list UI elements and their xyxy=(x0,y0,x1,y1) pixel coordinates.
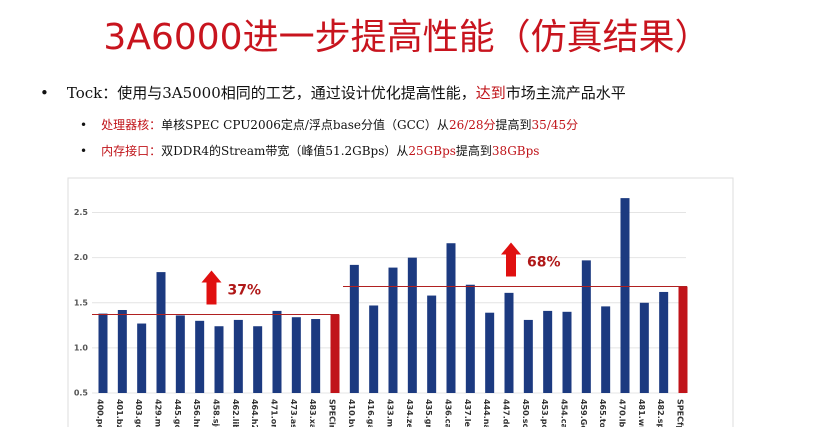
bullet-text: 处理器核： xyxy=(101,118,162,132)
x-tick-label: SPECfp xyxy=(676,399,685,427)
x-tick-label: 401.bzi xyxy=(115,399,124,427)
bar xyxy=(369,305,379,393)
bar xyxy=(349,264,359,393)
bar xyxy=(388,267,398,393)
bullet-marker: • xyxy=(40,84,49,102)
bullet-marker: • xyxy=(80,144,88,158)
bar xyxy=(253,326,263,393)
bar xyxy=(523,319,533,393)
bar xyxy=(620,198,630,393)
x-tick-label: 462.lib xyxy=(231,399,240,427)
arrow xyxy=(201,270,222,305)
bar xyxy=(137,323,147,393)
x-tick-label: 436.ca xyxy=(444,399,453,427)
bar xyxy=(156,272,166,393)
y-tick-label: 1.0 xyxy=(74,343,89,352)
bar xyxy=(543,310,553,393)
annotation: 37% xyxy=(228,283,262,299)
x-tick-label: 433.mi xyxy=(386,399,395,427)
x-tick-label: 473.ast xyxy=(289,399,298,427)
x-tick-label: 465.to xyxy=(598,399,607,427)
bullet-text: 38GBps xyxy=(491,144,540,158)
x-tick-label: 434.ze xyxy=(405,399,414,427)
slide-title: 3A6000进一步提高性能（仿真结果） xyxy=(103,17,711,58)
x-tick-label: 445.go xyxy=(173,399,182,427)
bullet-text: 提高到 xyxy=(455,144,492,158)
bar xyxy=(272,310,282,393)
bullet-marker: • xyxy=(80,118,88,132)
x-tick-label: 435.gr xyxy=(424,399,433,427)
bullet-text: 26/28分 xyxy=(448,118,496,132)
bullet-text: 单核SPEC CPU2006定点/浮点base分值（GCC）从 xyxy=(161,118,449,132)
y-tick-label: 1.5 xyxy=(74,298,89,307)
x-tick-label: 447.de xyxy=(502,399,511,427)
x-tick-label: 416.ga xyxy=(366,399,375,427)
y-tick-label: 0.5 xyxy=(74,389,89,398)
x-tick-label: 450.so xyxy=(521,399,530,427)
bar xyxy=(504,292,514,393)
bullet-text: 35/45分 xyxy=(531,118,579,132)
bullet: • Tock：使用与3A5000相同的工艺，通过设计优化提高性能，达到市场主流产品… xyxy=(40,82,626,103)
bar xyxy=(427,295,437,393)
x-tick-label: SPECin xyxy=(328,399,337,427)
bullet: • 处理器核：单核SPEC CPU2006定点/浮点base分值（GCC）从26/… xyxy=(80,116,578,133)
x-tick-label: 454.ca xyxy=(560,399,569,427)
x-tick-label: 429.mc xyxy=(154,399,163,427)
bar xyxy=(98,313,108,393)
bar xyxy=(581,260,591,393)
bar xyxy=(233,319,243,393)
x-tick-label: 403.gc xyxy=(134,399,143,427)
x-tick-label: 456.hn xyxy=(192,399,201,427)
x-tick-label: 459.Ge xyxy=(579,399,588,427)
bar xyxy=(562,311,572,393)
bar xyxy=(659,291,669,393)
bullet-text: 内存接口： xyxy=(101,144,162,158)
bullet-text: 达到 xyxy=(475,84,506,102)
x-tick-label: 437.les xyxy=(463,399,472,427)
bar xyxy=(678,286,688,393)
bar xyxy=(291,317,301,393)
x-tick-label: 464.h2 xyxy=(250,399,259,427)
bar xyxy=(446,243,456,393)
bar xyxy=(639,302,649,393)
arrow xyxy=(501,242,521,277)
bar xyxy=(175,315,185,393)
y-tick-label: 2.0 xyxy=(74,253,89,262)
bar xyxy=(214,326,224,393)
bullet: • 内存接口：双DDR4的Stream带宽（峰值51.2GBps）从25GBps提… xyxy=(80,142,539,159)
bullet-text: Tock：使用与3A5000相同的工艺，通过设计优化提高性能， xyxy=(66,84,476,102)
x-tick-label: 482.sp xyxy=(656,399,665,427)
bar xyxy=(485,312,495,393)
x-tick-label: 458.sje xyxy=(212,399,221,427)
bar xyxy=(311,319,321,393)
x-tick-label: 400.pe xyxy=(96,399,105,427)
annotation: 68% xyxy=(527,255,561,271)
x-tick-label: 444.na xyxy=(482,399,491,427)
bullet-text: 市场主流产品水平 xyxy=(505,84,626,102)
bullet-text: 双DDR4的Stream带宽（峰值51.2GBps）从 xyxy=(161,144,409,158)
x-tick-label: 453.po xyxy=(540,399,549,427)
x-tick-label: 483.xal xyxy=(308,399,317,427)
bullet-text: 提高到 xyxy=(495,118,532,132)
bullet-text: 25GBps xyxy=(408,144,456,158)
bar xyxy=(407,257,417,393)
bar xyxy=(117,309,127,393)
x-tick-label: 481.wr xyxy=(637,399,646,427)
y-tick-label: 2.5 xyxy=(74,208,89,217)
bar xyxy=(465,284,475,393)
x-tick-label: 471.om xyxy=(270,399,279,427)
x-tick-label: 470.lb xyxy=(618,399,627,427)
x-tick-label: 410.bw xyxy=(347,399,356,427)
bar xyxy=(195,320,205,393)
bar xyxy=(601,306,611,393)
bar xyxy=(330,314,340,393)
